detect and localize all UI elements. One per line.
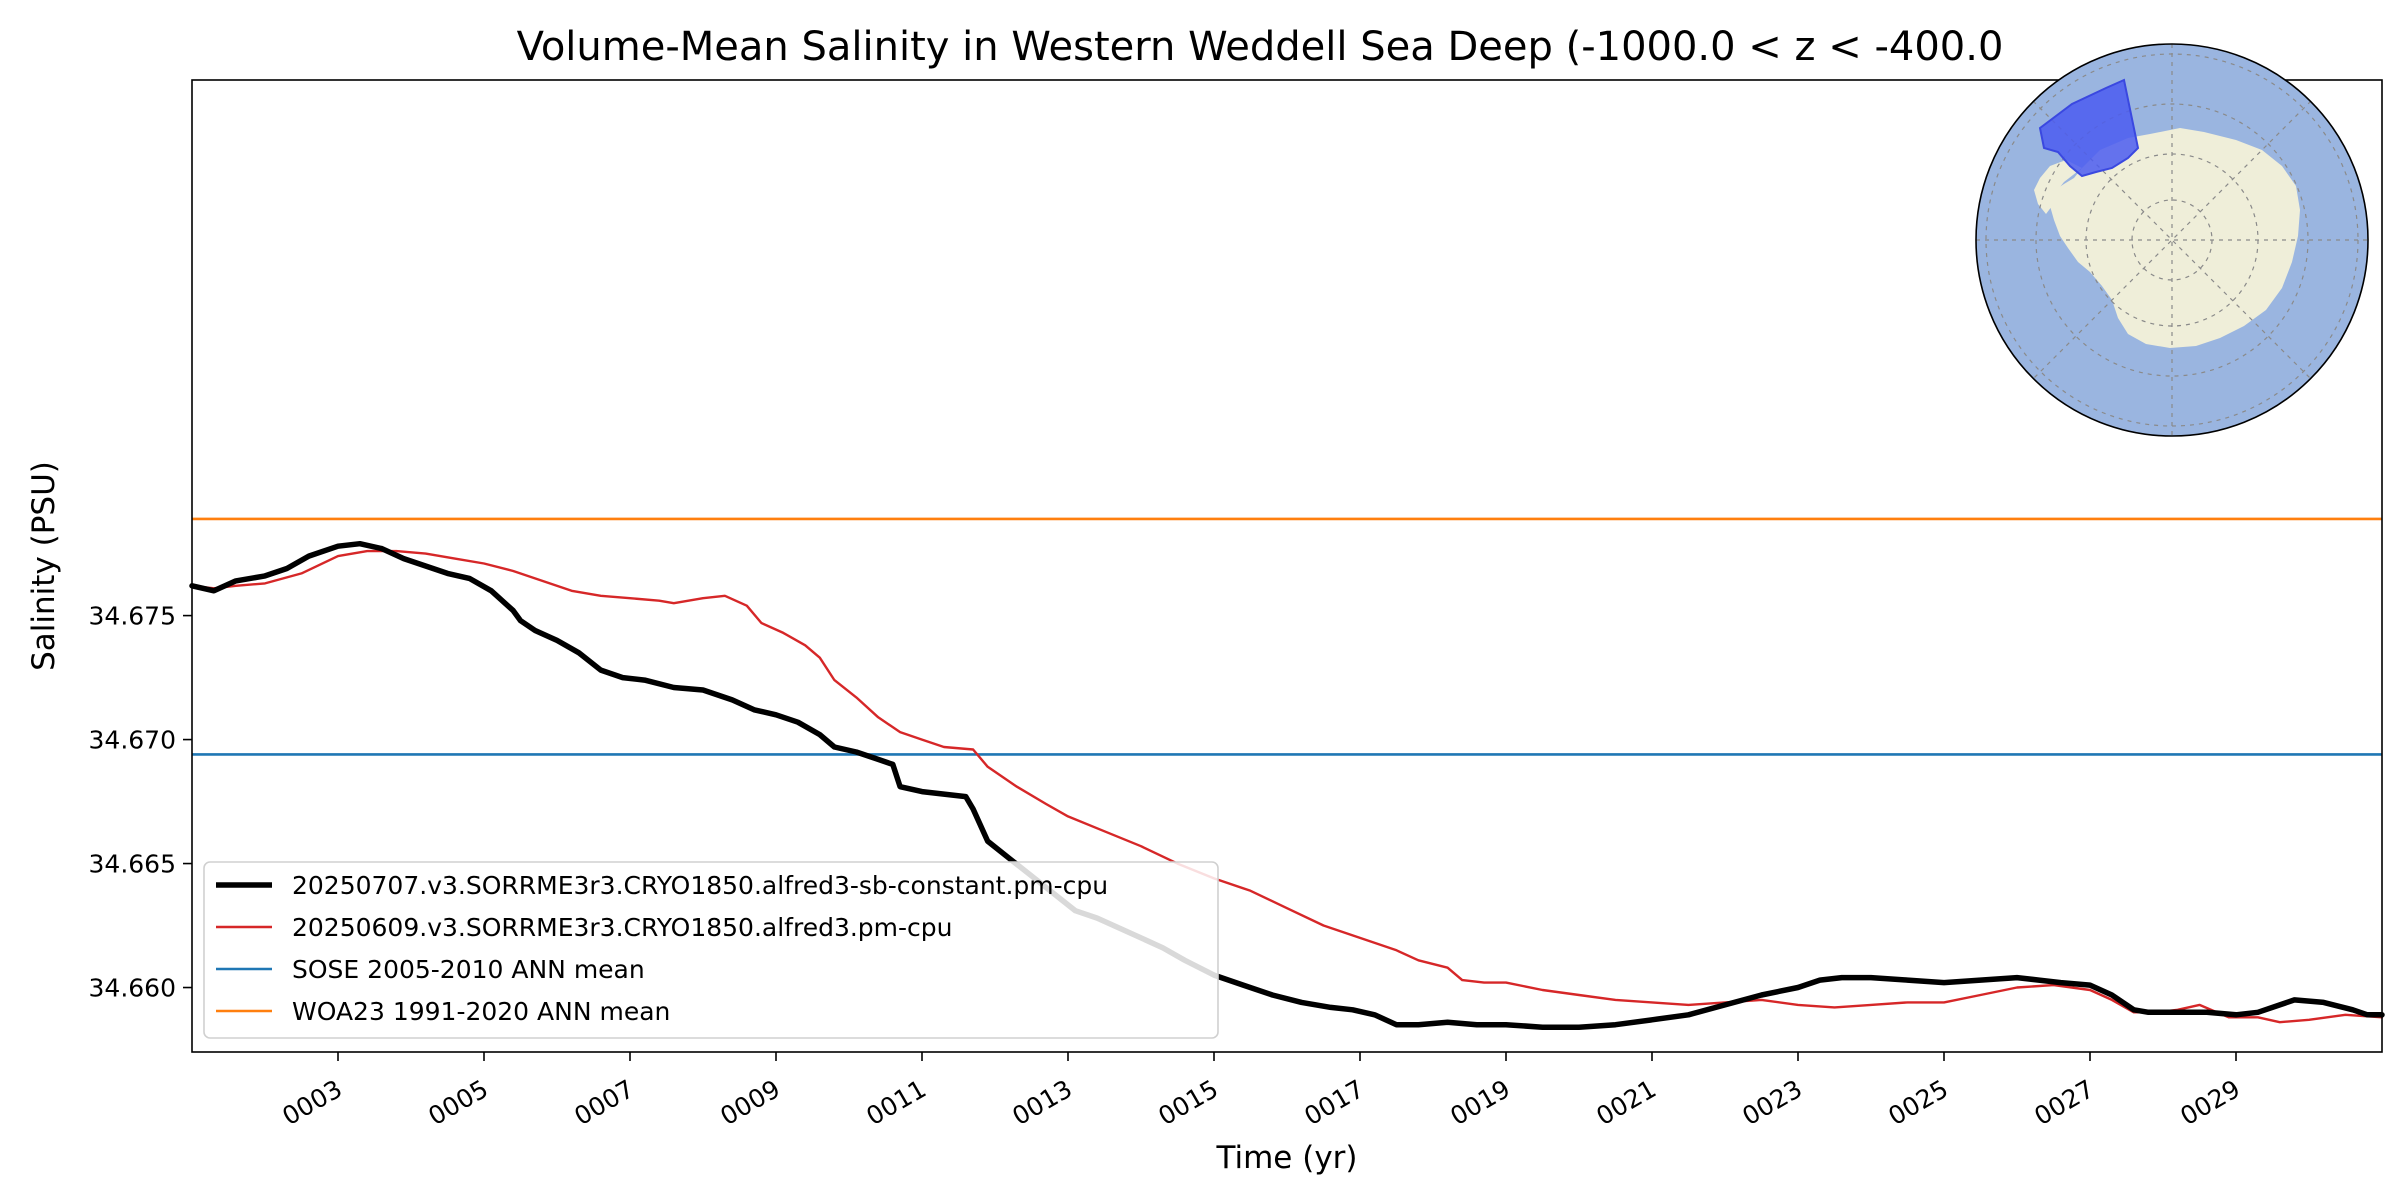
- highlighted-region: [2038, 78, 2140, 178]
- x-tick-label: 0027: [2029, 1074, 2099, 1131]
- legend-label-3: SOSE 2005-2010 ANN mean: [292, 955, 645, 984]
- x-axis-label: Time (yr): [1216, 1140, 1358, 1176]
- legend: 20250707.v3.SORRME3r3.CRYO1850.alfred3-s…: [203, 861, 1219, 1039]
- x-tick-label: 0015: [1153, 1074, 1223, 1131]
- y-tick-label: 34.670: [89, 726, 176, 755]
- antarctica-land: [2050, 128, 2300, 348]
- x-tick-label: 0005: [423, 1074, 493, 1131]
- x-tick-label: 0019: [1445, 1074, 1515, 1131]
- y-tick-label: 34.675: [89, 602, 176, 631]
- x-tick-label: 0023: [1737, 1074, 1807, 1131]
- legend-label-1: 20250707.v3.SORRME3r3.CRYO1850.alfred3-s…: [292, 871, 1108, 900]
- legend-label-2: 20250609.v3.SORRME3r3.CRYO1850.alfred3.p…: [292, 913, 953, 942]
- x-tick-label: 0003: [277, 1074, 347, 1131]
- plot-frame: [191, 79, 2383, 1053]
- inset-map: [1975, 43, 2369, 437]
- y-axis-label: Salinity (PSU): [26, 461, 62, 671]
- x-tick-label: 0021: [1591, 1074, 1661, 1131]
- chart-title: Volume-Mean Salinity in Western Weddell …: [517, 24, 2004, 70]
- x-tick-label: 0025: [1883, 1074, 1953, 1131]
- x-tick-label: 0009: [715, 1074, 785, 1131]
- y-axis-ticks: 34.660 34.665 34.670 34.675: [89, 602, 192, 1003]
- inset-border: [1975, 43, 2369, 437]
- x-tick-label: 0029: [2175, 1074, 2245, 1131]
- x-tick-label: 0007: [569, 1074, 639, 1131]
- x-axis-ticks: 0003 0005 0007 0009 0011 0013 0015 0017 0019 0021…: [277, 1052, 2245, 1131]
- x-tick-label: 0011: [861, 1074, 931, 1131]
- x-tick-label: 0013: [1007, 1074, 1077, 1131]
- y-tick-label: 34.665: [89, 850, 176, 879]
- legend-box: [203, 861, 1219, 1039]
- reference-lines: [192, 517, 2382, 756]
- y-tick-label: 34.660: [89, 974, 176, 1003]
- legend-label-4: WOA23 1991-2020 ANN mean: [292, 997, 670, 1026]
- x-tick-label: 0017: [1299, 1074, 1369, 1131]
- antarctic-peninsula: [2034, 160, 2082, 214]
